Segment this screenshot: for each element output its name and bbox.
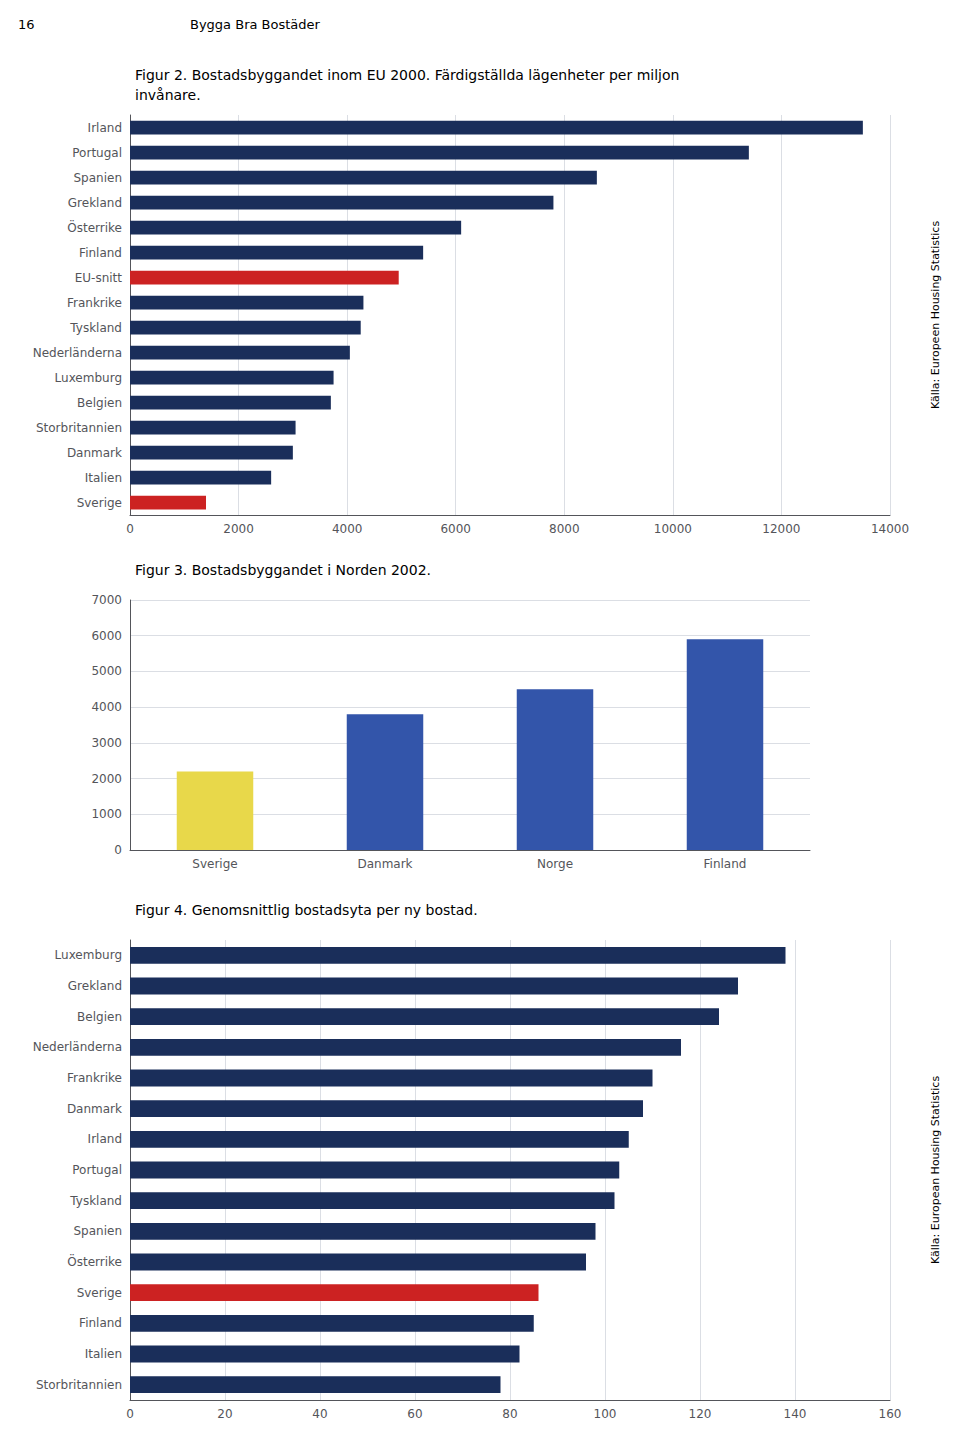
svg-text:16: 16 (18, 17, 35, 32)
svg-text:0: 0 (114, 843, 122, 857)
svg-text:Italien: Italien (85, 1347, 122, 1361)
svg-text:Bygga Bra Bostäder: Bygga Bra Bostäder (190, 17, 321, 32)
svg-text:Portugal: Portugal (72, 1163, 122, 1177)
svg-text:Figur 2. Bostadsbyggandet inom: Figur 2. Bostadsbyggandet inom EU 2000. … (135, 67, 679, 83)
svg-text:Spanien: Spanien (73, 1224, 122, 1238)
svg-text:6000: 6000 (91, 629, 122, 643)
svg-text:2000: 2000 (91, 772, 122, 786)
svg-text:Frankrike: Frankrike (67, 296, 122, 310)
svg-text:Portugal: Portugal (72, 146, 122, 160)
svg-text:Belgien: Belgien (77, 396, 122, 410)
svg-text:Nederländerna: Nederländerna (33, 346, 122, 360)
svg-text:Irland: Irland (88, 121, 122, 135)
svg-text:Danmark: Danmark (357, 857, 412, 871)
svg-text:Källa: European Housing Statis: Källa: European Housing Statistics (929, 1076, 942, 1264)
svg-text:20: 20 (217, 1407, 232, 1421)
svg-text:100: 100 (594, 1407, 617, 1421)
svg-text:Finland: Finland (704, 857, 747, 871)
svg-text:Österrike: Österrike (67, 219, 122, 235)
svg-text:Sverige: Sverige (77, 496, 122, 510)
svg-text:6000: 6000 (440, 522, 471, 536)
svg-text:Tyskland: Tyskland (69, 321, 122, 335)
svg-text:160: 160 (879, 1407, 902, 1421)
svg-text:5000: 5000 (91, 664, 122, 678)
svg-text:Luxemburg: Luxemburg (55, 371, 122, 385)
svg-text:Grekland: Grekland (68, 979, 122, 993)
svg-text:10000: 10000 (654, 522, 692, 536)
svg-text:8000: 8000 (549, 522, 580, 536)
svg-text:Storbritannien: Storbritannien (36, 421, 122, 435)
svg-text:2000: 2000 (223, 522, 254, 536)
svg-text:Nederländerna: Nederländerna (33, 1040, 122, 1054)
svg-text:Grekland: Grekland (68, 196, 122, 210)
svg-text:80: 80 (502, 1407, 517, 1421)
svg-text:Tyskland: Tyskland (69, 1194, 122, 1208)
svg-text:Sverige: Sverige (77, 1286, 122, 1300)
svg-text:60: 60 (407, 1407, 422, 1421)
svg-text:Danmark: Danmark (67, 446, 122, 460)
svg-text:Sverige: Sverige (192, 857, 237, 871)
svg-text:Finland: Finland (79, 1316, 122, 1330)
svg-text:Figur 3. Bostadsbyggandet i No: Figur 3. Bostadsbyggandet i Norden 2002. (135, 562, 431, 578)
svg-text:0: 0 (126, 1407, 134, 1421)
svg-text:12000: 12000 (762, 522, 800, 536)
svg-text:Norge: Norge (537, 857, 573, 871)
svg-text:EU-snitt: EU-snitt (75, 271, 123, 285)
svg-text:Italien: Italien (85, 471, 122, 485)
svg-text:4000: 4000 (332, 522, 363, 536)
svg-text:Irland: Irland (88, 1132, 122, 1146)
svg-text:Storbritannien: Storbritannien (36, 1378, 122, 1392)
svg-text:4000: 4000 (91, 700, 122, 714)
svg-text:Källa: Europeen Housing Statis: Källa: Europeen Housing Statistics (929, 221, 942, 409)
svg-text:40: 40 (312, 1407, 327, 1421)
svg-text:120: 120 (689, 1407, 712, 1421)
svg-text:Österrike: Österrike (67, 1253, 122, 1269)
svg-text:0: 0 (126, 522, 134, 536)
svg-text:Figur 4. Genomsnittlig bostads: Figur 4. Genomsnittlig bostadsyta per ny… (135, 902, 478, 918)
svg-text:140: 140 (784, 1407, 807, 1421)
svg-text:7000: 7000 (91, 593, 122, 607)
svg-text:Spanien: Spanien (73, 171, 122, 185)
svg-text:Belgien: Belgien (77, 1010, 122, 1024)
svg-text:Frankrike: Frankrike (67, 1071, 122, 1085)
svg-text:Finland: Finland (79, 246, 122, 260)
svg-text:Luxemburg: Luxemburg (55, 948, 122, 962)
svg-text:1000: 1000 (91, 807, 122, 821)
svg-text:3000: 3000 (91, 736, 122, 750)
svg-text:invånare.: invånare. (135, 87, 201, 103)
svg-text:14000: 14000 (871, 522, 909, 536)
svg-text:Danmark: Danmark (67, 1102, 122, 1116)
